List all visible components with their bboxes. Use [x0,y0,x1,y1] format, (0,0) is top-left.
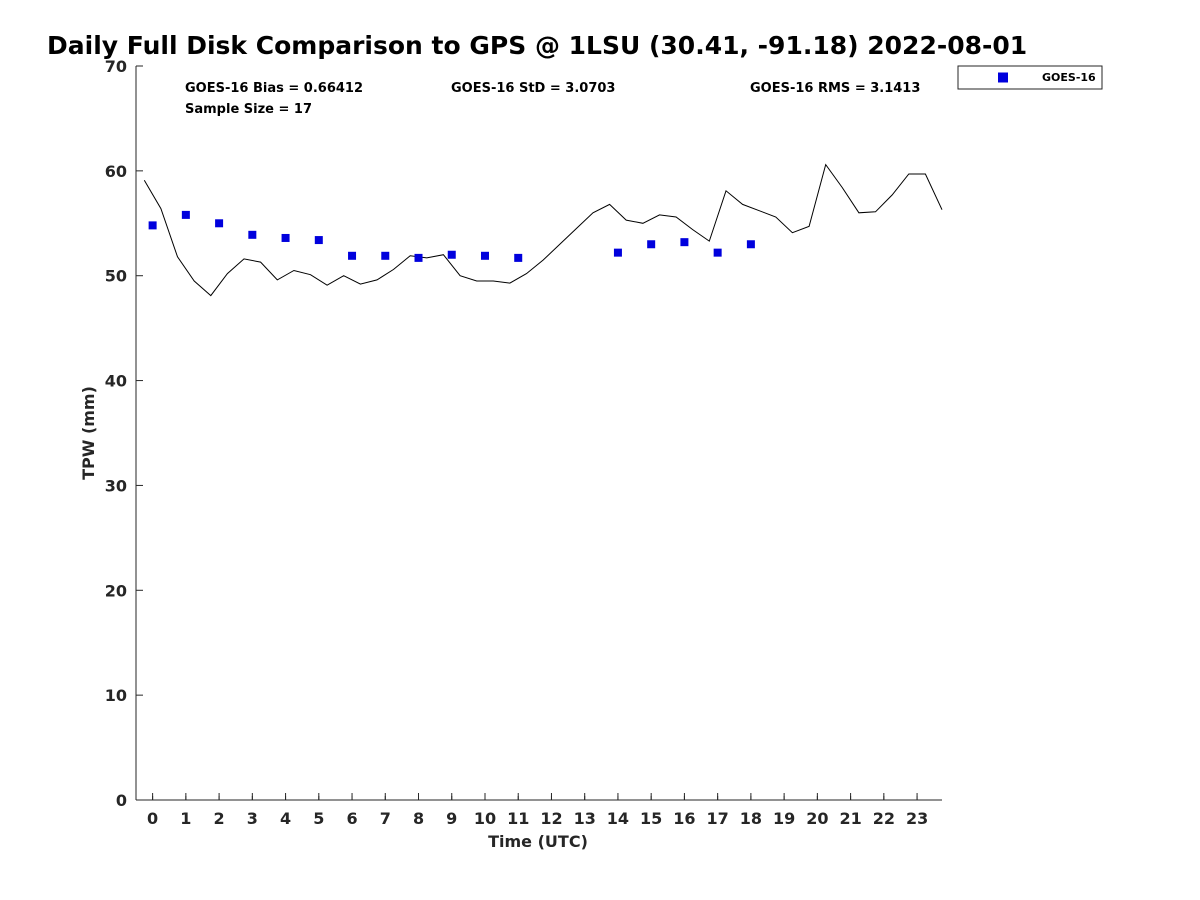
goes-data-point [248,230,257,239]
x-tick-label: 11 [507,809,529,828]
goes-data-point [680,238,689,247]
x-tick-label: 2 [214,809,225,828]
x-tick-label: 18 [740,809,762,828]
goes-data-point [281,233,290,242]
goes-data-point [348,251,357,260]
x-tick-label: 9 [446,809,457,828]
goes-data-point [514,253,523,262]
y-tick-label: 10 [105,686,127,705]
chart-title: Daily Full Disk Comparison to GPS @ 1LSU… [47,31,1027,60]
goes-data-point [713,248,722,257]
goes-data-point [647,240,656,249]
y-tick-label: 20 [105,581,127,600]
x-tick-label: 15 [640,809,662,828]
stats-annotations: GOES-16 Bias = 0.66412 GOES-16 StD = 3.0… [185,81,920,117]
x-ticks: 0 1 2 3 4 5 6 7 8 9 10 11 12 13 14 15 16 17 18 19 20 21 22 23 [147,793,928,828]
x-tick-label: 14 [607,809,629,828]
legend-label-goes: GOES-16 [1042,71,1096,84]
goes-data-point [181,210,190,219]
goes-data-point [148,221,157,230]
x-tick-label: 8 [413,809,424,828]
x-tick-label: 5 [313,809,324,828]
x-tick-label: 19 [773,809,795,828]
x-tick-label: 4 [280,809,291,828]
std-annotation: GOES-16 StD = 3.0703 [451,81,615,96]
y-tick-label: 0 [116,791,127,810]
y-axis-label: TPW (mm) [79,386,98,480]
y-tick-label: 60 [105,162,127,181]
x-axis-label: Time (UTC) [488,832,588,851]
legend-box [957,65,1103,90]
goes-data-point [480,251,489,260]
x-tick-label: 21 [839,809,861,828]
legend-marker-goes [998,72,1008,83]
y-tick-label: 50 [105,267,127,286]
x-tick-label: 12 [540,809,562,828]
x-tick-label: 6 [346,809,357,828]
gps-series-line [143,163,943,297]
x-tick-label: 0 [147,809,158,828]
goes-data-point [381,251,390,260]
goes-data-point [215,219,224,228]
y-ticks: 0 10 20 30 40 50 60 70 [105,57,143,810]
x-tick-label: 23 [906,809,928,828]
x-tick-label: 13 [574,809,596,828]
goes-data-point [447,250,456,259]
y-tick-label: 30 [105,476,127,495]
x-tick-label: 16 [673,809,695,828]
x-tick-label: 7 [380,809,391,828]
legend: GOES-16 [957,65,1103,90]
sample-size-annotation: Sample Size = 17 [185,102,312,117]
x-tick-label: 10 [474,809,496,828]
goes-series-markers [148,210,755,262]
goes-data-point [613,248,622,257]
gps-line [143,163,943,297]
x-tick-label: 3 [247,809,258,828]
goes-data-point [414,253,423,262]
x-tick-label: 22 [873,809,895,828]
goes-data-point [314,236,323,245]
bias-annotation: GOES-16 Bias = 0.66412 [185,81,363,96]
goes-data-point [746,240,755,249]
x-tick-label: 17 [707,809,729,828]
rms-annotation: GOES-16 RMS = 3.1413 [750,81,920,96]
x-tick-label: 1 [180,809,191,828]
x-tick-label: 20 [806,809,828,828]
y-tick-label: 70 [105,57,127,76]
y-tick-label: 40 [105,372,127,391]
